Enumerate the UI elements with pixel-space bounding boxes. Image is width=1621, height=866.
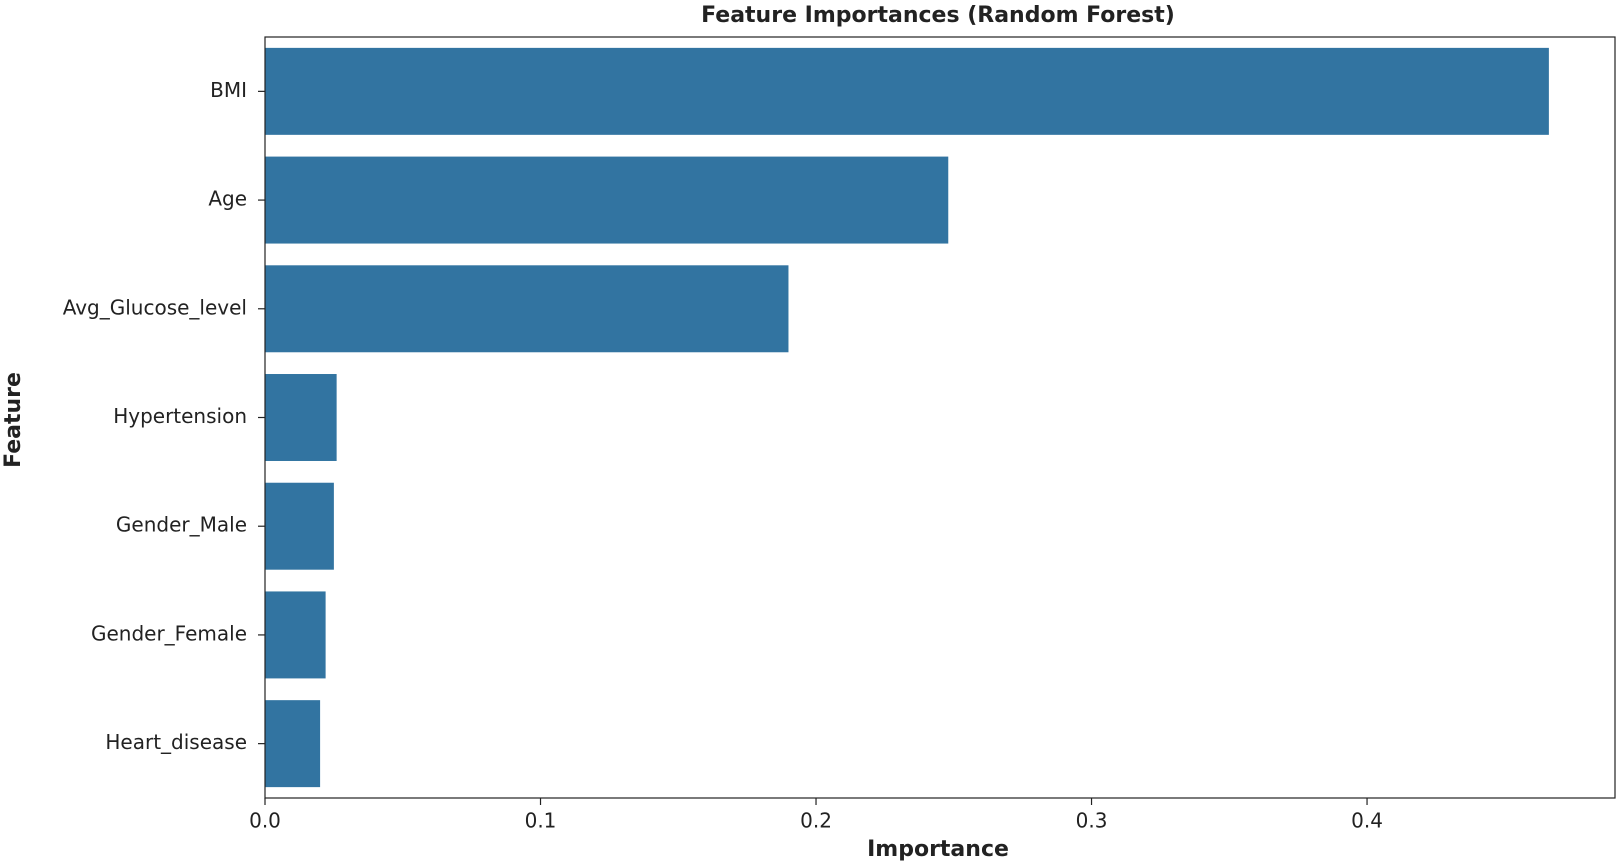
y-tick-label: Heart_disease: [105, 730, 247, 754]
y-tick-label: Gender_Female: [91, 621, 247, 645]
x-tick-label: 0.0: [249, 809, 281, 833]
x-tick-label: 0.3: [1076, 809, 1108, 833]
y-tick-label: Hypertension: [113, 404, 247, 428]
y-tick-label: Age: [208, 187, 247, 211]
bar: [265, 591, 326, 679]
bar: [265, 47, 1549, 135]
bar: [265, 700, 321, 788]
y-axis-label: Feature: [1, 372, 26, 468]
chart-title: Feature Importances (Random Forest): [701, 3, 1175, 28]
x-axis-label: Importance: [867, 837, 1009, 862]
bar: [265, 374, 337, 461]
bar: [265, 265, 789, 353]
x-tick-label: 0.4: [1351, 809, 1383, 833]
y-tick-label: BMI: [210, 78, 247, 102]
bar: [265, 482, 334, 570]
bar: [265, 156, 949, 244]
plot-frame: [264, 36, 1616, 799]
x-tick-label: 0.1: [525, 809, 557, 833]
x-tick-label: 0.2: [800, 809, 832, 833]
y-tick-label: Gender_Male: [116, 513, 247, 537]
y-tick-label: Avg_Glucose_level: [63, 295, 247, 319]
